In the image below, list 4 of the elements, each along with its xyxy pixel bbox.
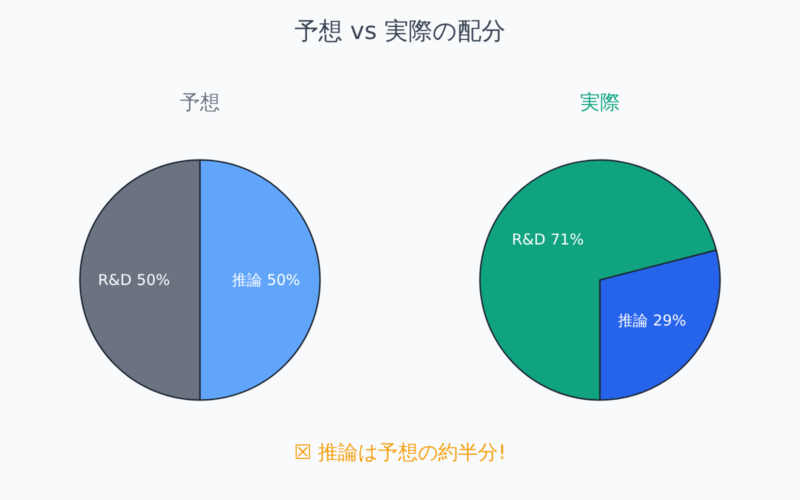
subtitle: 実際 — [580, 90, 620, 114]
title: 予想 vs 実際の配分 — [294, 17, 506, 45]
annotation: ☒ 推論は予想の約半分! — [294, 440, 506, 464]
subtitle: 予想 — [180, 90, 220, 114]
